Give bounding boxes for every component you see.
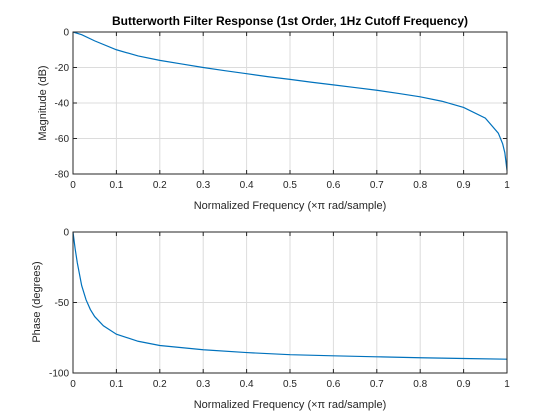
phase-x-tick-label: 0.4 <box>240 379 254 390</box>
phase-x-tick-label: 0 <box>70 379 76 390</box>
magnitude-x-tick-label: 0.3 <box>196 180 210 191</box>
magnitude-x-tick-label: 1 <box>504 180 510 191</box>
magnitude-x-tick-label: 0.1 <box>109 180 123 191</box>
magnitude-x-tick-label: 0.7 <box>370 180 384 191</box>
magnitude-y-tick-label: 0 <box>63 28 69 39</box>
magnitude-x-tick-label: 0 <box>70 180 76 191</box>
magnitude-y-axis-label: Magnitude (dB) <box>37 65 49 140</box>
magnitude-axes-box <box>72 31 508 175</box>
phase-x-tick-label: 0.1 <box>109 379 123 390</box>
phase-x-tick-label: 0.9 <box>457 379 471 390</box>
phase-series-line <box>72 231 508 360</box>
phase-y-tick-label: -100 <box>49 369 69 380</box>
magnitude-plot: Butterworth Filter Response (1st Order, … <box>37 14 510 212</box>
chart-title: Butterworth Filter Response (1st Order, … <box>112 14 468 28</box>
phase-y-axis-label: Phase (degrees) <box>31 261 43 342</box>
magnitude-x-tick-label: 0.9 <box>457 180 471 191</box>
magnitude-x-tick-label: 0.6 <box>326 180 340 191</box>
phase-x-tick-label: 0.2 <box>153 379 167 390</box>
phase-x-tick-label: 0.3 <box>196 379 210 390</box>
magnitude-x-axis-label: Normalized Frequency (×π rad/sample) <box>194 200 387 212</box>
phase-y-tick-label: 0 <box>63 228 69 239</box>
phase-x-axis-label: Normalized Frequency (×π rad/sample) <box>194 399 387 411</box>
phase-axes-box <box>72 231 508 374</box>
magnitude-x-tick-label: 0.2 <box>153 180 167 191</box>
phase-y-tick-label: -50 <box>55 298 70 309</box>
magnitude-y-tick-label: -60 <box>55 134 70 145</box>
magnitude-x-tick-label: 0.8 <box>413 180 427 191</box>
magnitude-y-tick-label: -40 <box>55 99 70 110</box>
phase-x-tick-label: 1 <box>504 379 510 390</box>
phase-plot: 0 0.1 0.2 0.3 0.4 0.5 0.6 0.7 0.8 0.9 1 0 -50 -100 No… <box>31 228 510 412</box>
phase-x-tick-label: 0.8 <box>413 379 427 390</box>
phase-x-tick-label: 0.6 <box>326 379 340 390</box>
magnitude-x-tick-label: 0.5 <box>283 180 297 191</box>
magnitude-x-tick-label: 0.4 <box>240 180 254 191</box>
magnitude-y-tick-label: -80 <box>55 170 70 181</box>
phase-x-tick-label: 0.5 <box>283 379 297 390</box>
magnitude-y-tick-label: -20 <box>55 63 70 74</box>
phase-x-tick-label: 0.7 <box>370 379 384 390</box>
magnitude-series-line <box>72 31 508 171</box>
